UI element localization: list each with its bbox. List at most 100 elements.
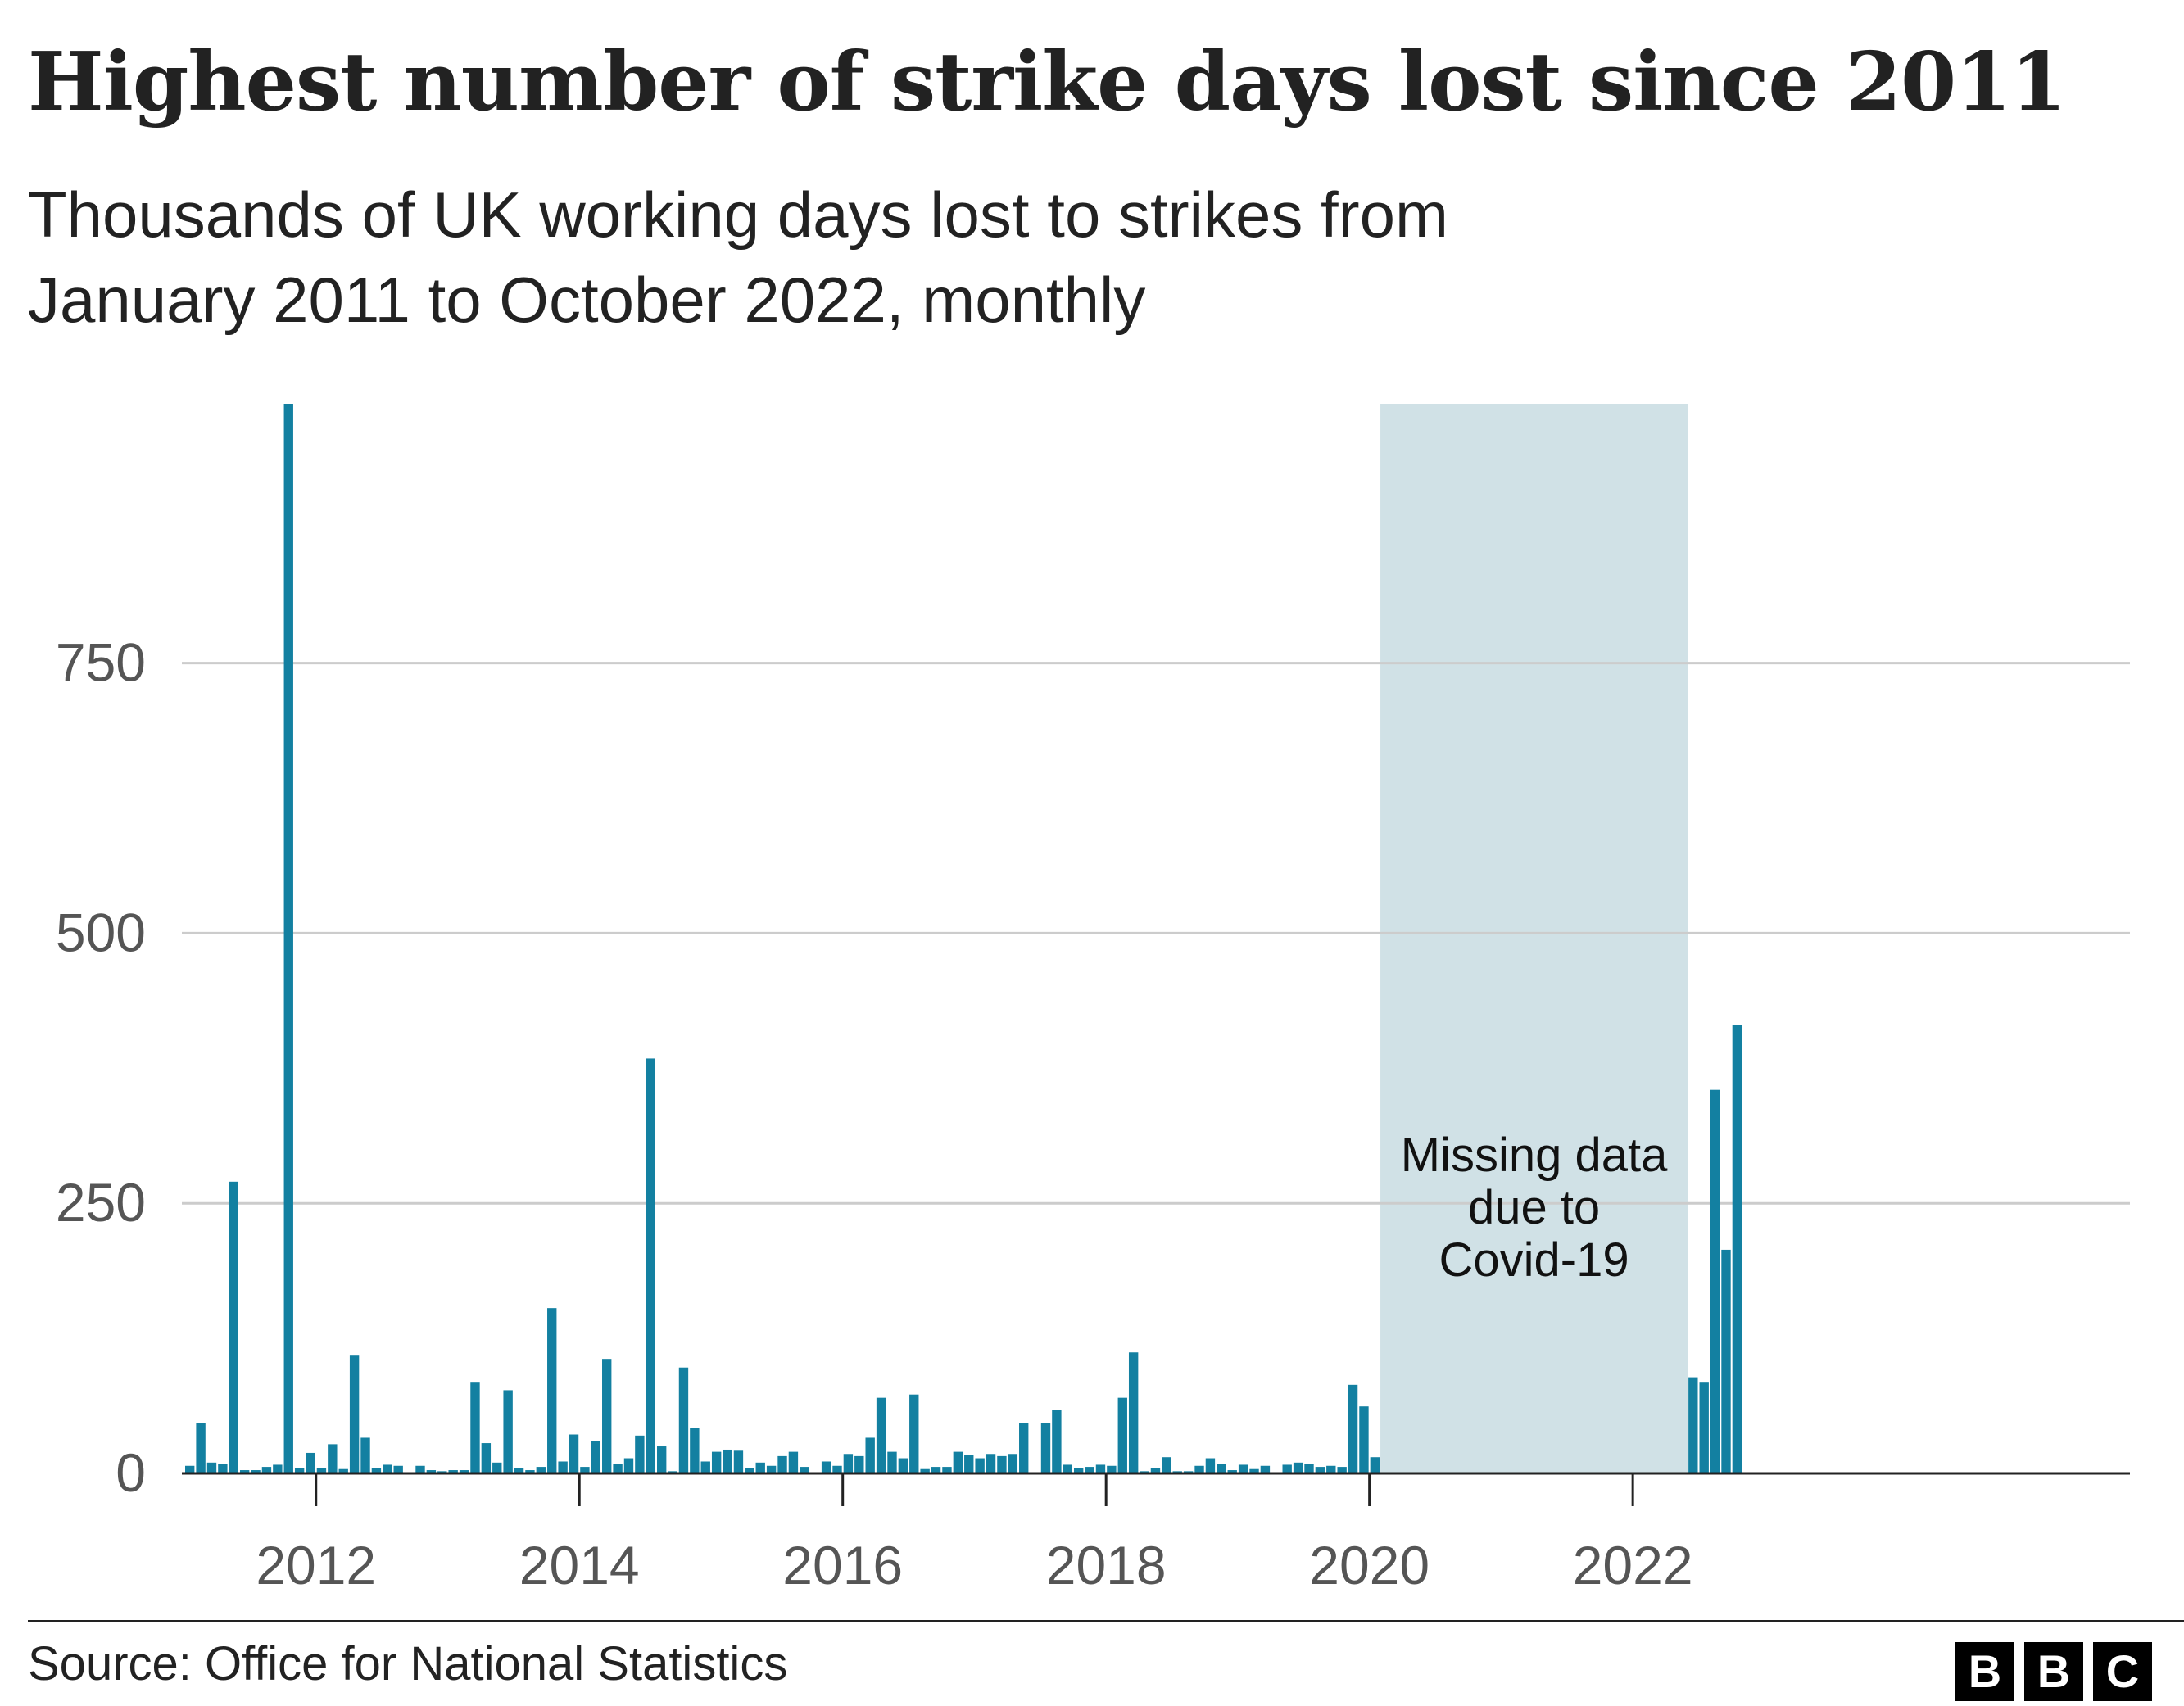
- bar-82: [1085, 1467, 1094, 1473]
- bar-8: [273, 1464, 283, 1473]
- bar-7: [261, 1467, 272, 1473]
- bar-67: [920, 1468, 930, 1473]
- missing-data-annotation-line-1: Missing data: [1401, 1129, 1668, 1182]
- bar-59: [832, 1465, 842, 1473]
- x-tick-label-2020: 2020: [1309, 1535, 1430, 1595]
- bar-6: [251, 1470, 261, 1473]
- missing-data-annotation-line-2: due to: [1468, 1181, 1600, 1234]
- bar-106: [1348, 1384, 1358, 1473]
- bar-71: [964, 1455, 974, 1473]
- bar-93: [1205, 1458, 1216, 1473]
- bar-38: [602, 1359, 612, 1473]
- bar-45: [678, 1367, 689, 1473]
- bar-19: [393, 1465, 403, 1473]
- bar-22: [426, 1470, 437, 1473]
- bar-97: [1249, 1468, 1259, 1473]
- bar-61: [854, 1455, 864, 1473]
- bar-92: [1194, 1465, 1204, 1473]
- bar-98: [1260, 1465, 1271, 1473]
- bar-81: [1073, 1468, 1084, 1473]
- bar-5: [239, 1470, 250, 1473]
- bar-53: [766, 1465, 777, 1473]
- bar-63: [876, 1397, 886, 1473]
- bar-85: [1117, 1397, 1127, 1473]
- gridlines: [182, 662, 2130, 1205]
- x-tick-label-2018: 2018: [1046, 1535, 1167, 1595]
- x-tick-label-2016: 2016: [782, 1535, 903, 1595]
- bar-52: [755, 1462, 765, 1473]
- subtitle-line-2: January 2011 to October 2022, monthly: [28, 264, 1146, 336]
- x-tick-label-2022: 2022: [1573, 1535, 1693, 1595]
- bar-10: [294, 1468, 305, 1473]
- bar-68: [931, 1467, 941, 1473]
- bar-49: [723, 1449, 732, 1473]
- bar-55: [788, 1451, 799, 1473]
- bar-46: [690, 1428, 700, 1473]
- y-tick-label-250: 250: [56, 1172, 146, 1233]
- bar-86: [1128, 1352, 1139, 1473]
- bar-75: [1008, 1454, 1018, 1473]
- bar-40: [623, 1458, 634, 1473]
- bar-15: [349, 1355, 360, 1473]
- bar-39: [613, 1464, 623, 1473]
- bar-36: [580, 1467, 590, 1473]
- bar-25: [459, 1470, 469, 1473]
- bar-70: [953, 1451, 963, 1473]
- bar-60: [843, 1454, 854, 1473]
- bar-88: [1150, 1468, 1161, 1473]
- bar-64: [887, 1451, 897, 1473]
- bar-95: [1227, 1470, 1237, 1473]
- y-tick-label-0: 0: [116, 1442, 146, 1503]
- bar-108: [1370, 1457, 1380, 1473]
- logo-letter-b1: B: [1955, 1642, 2014, 1701]
- bar-3: [218, 1464, 228, 1473]
- bar-41: [635, 1435, 645, 1473]
- bar-9: [283, 404, 293, 1473]
- bar-4: [229, 1181, 238, 1473]
- x-tick-label-2012: 2012: [256, 1535, 376, 1595]
- bar-30: [514, 1468, 524, 1473]
- bar-89: [1162, 1457, 1171, 1473]
- bar-107: [1359, 1406, 1369, 1473]
- missing-data-annotation-line-3: Covid-19: [1439, 1233, 1629, 1287]
- bbc-logo: B B C: [1955, 1642, 2152, 1701]
- logo-letter-b2: B: [2024, 1642, 2083, 1701]
- bar-33: [547, 1308, 557, 1473]
- bar-96: [1238, 1464, 1248, 1473]
- bar-66: [909, 1394, 919, 1473]
- logo-letter-c: C: [2093, 1642, 2152, 1701]
- bar-102: [1304, 1464, 1314, 1473]
- bar-32: [536, 1467, 546, 1473]
- bar-79: [1052, 1410, 1062, 1473]
- bar-51: [745, 1468, 754, 1473]
- bar-104: [1326, 1465, 1336, 1473]
- bar-80: [1063, 1464, 1072, 1473]
- bar-21: [415, 1465, 425, 1473]
- bar-0: [185, 1465, 195, 1473]
- bar-56: [800, 1467, 809, 1473]
- chart-subtitle: Thousands of UK working days lost to str…: [28, 172, 1912, 342]
- x-axis-ticks: 2012 2014 2016 2018 2020 2022: [256, 1473, 1693, 1595]
- bar-74: [997, 1455, 1007, 1473]
- bar-62: [865, 1437, 875, 1473]
- bar-101: [1293, 1462, 1303, 1473]
- bar-83: [1095, 1464, 1106, 1473]
- bar-18: [383, 1464, 392, 1473]
- bar-84: [1107, 1465, 1117, 1473]
- bar-105: [1337, 1467, 1347, 1473]
- chart-title: Highest number of strike days lost since…: [28, 35, 2067, 129]
- bar-43: [656, 1446, 667, 1473]
- bar-137: [1688, 1377, 1698, 1473]
- bar-138: [1699, 1382, 1709, 1473]
- bar-94: [1217, 1464, 1226, 1473]
- bar-103: [1315, 1467, 1325, 1473]
- bar-1: [196, 1423, 206, 1473]
- bar-141: [1732, 1025, 1742, 1473]
- missing-data-shade: [1380, 404, 1688, 1473]
- bar-139: [1710, 1089, 1720, 1473]
- bar-24: [448, 1470, 458, 1473]
- y-tick-label-750: 750: [56, 632, 146, 693]
- bar-140: [1721, 1249, 1731, 1473]
- bar-17: [371, 1468, 382, 1473]
- bar-69: [942, 1467, 952, 1473]
